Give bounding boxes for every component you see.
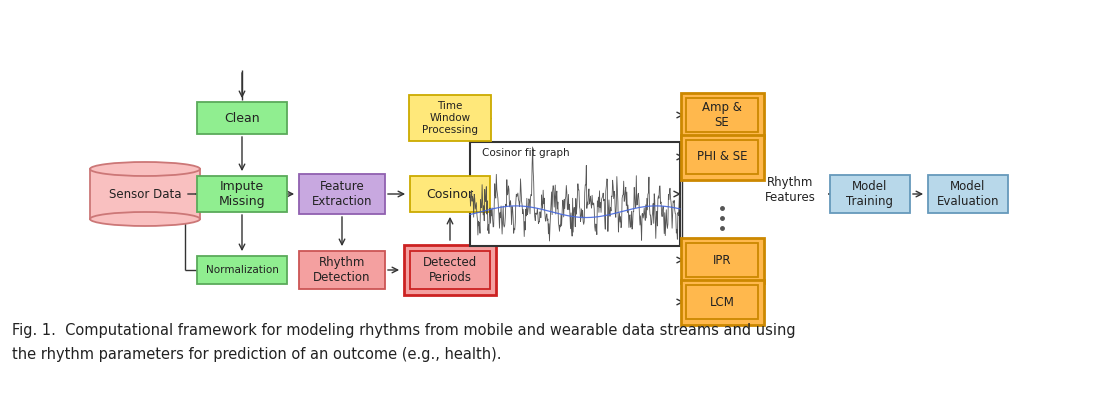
FancyBboxPatch shape <box>686 285 758 319</box>
FancyBboxPatch shape <box>686 98 758 132</box>
FancyBboxPatch shape <box>681 238 764 282</box>
FancyBboxPatch shape <box>197 176 287 212</box>
FancyBboxPatch shape <box>928 175 1008 213</box>
Text: Clean: Clean <box>225 112 260 124</box>
Text: Fig. 1.  Computational framework for modeling rhythms from mobile and wearable d: Fig. 1. Computational framework for mode… <box>12 323 796 338</box>
FancyBboxPatch shape <box>410 251 490 289</box>
Text: Model
Evaluation: Model Evaluation <box>937 180 1000 208</box>
Text: IPR: IPR <box>712 254 731 266</box>
FancyBboxPatch shape <box>197 256 287 284</box>
Text: Amp &
SE: Amp & SE <box>703 101 742 129</box>
Bar <box>90 169 199 219</box>
FancyBboxPatch shape <box>299 174 385 214</box>
Text: LCM: LCM <box>709 296 734 308</box>
Text: Model
Training: Model Training <box>846 180 893 208</box>
FancyBboxPatch shape <box>409 95 491 141</box>
Text: Cosinor fit graph: Cosinor fit graph <box>482 148 570 158</box>
Bar <box>470 142 680 246</box>
Text: the rhythm parameters for prediction of an outcome (e.g., health).: the rhythm parameters for prediction of … <box>12 347 502 362</box>
FancyBboxPatch shape <box>197 102 287 134</box>
Text: Rhythm
Features: Rhythm Features <box>765 176 815 204</box>
FancyBboxPatch shape <box>404 245 496 295</box>
FancyBboxPatch shape <box>681 280 764 324</box>
Ellipse shape <box>90 162 199 176</box>
Text: Time
Window
Processing: Time Window Processing <box>422 101 478 134</box>
Text: PHI & SE: PHI & SE <box>697 150 747 164</box>
FancyBboxPatch shape <box>299 251 385 289</box>
Text: Normalization: Normalization <box>206 265 278 275</box>
FancyBboxPatch shape <box>686 140 758 174</box>
Text: Cosinor: Cosinor <box>426 188 473 200</box>
Ellipse shape <box>90 212 199 226</box>
FancyBboxPatch shape <box>410 176 490 212</box>
Text: Feature
Extraction: Feature Extraction <box>311 180 373 208</box>
FancyBboxPatch shape <box>681 134 764 180</box>
FancyBboxPatch shape <box>686 243 758 277</box>
FancyBboxPatch shape <box>830 175 910 213</box>
FancyBboxPatch shape <box>681 92 764 138</box>
Text: Detected
Periods: Detected Periods <box>423 256 477 284</box>
Text: Sensor Data: Sensor Data <box>109 188 181 200</box>
Text: Impute
Missing: Impute Missing <box>219 180 265 208</box>
Text: Rhythm
Detection: Rhythm Detection <box>313 256 370 284</box>
